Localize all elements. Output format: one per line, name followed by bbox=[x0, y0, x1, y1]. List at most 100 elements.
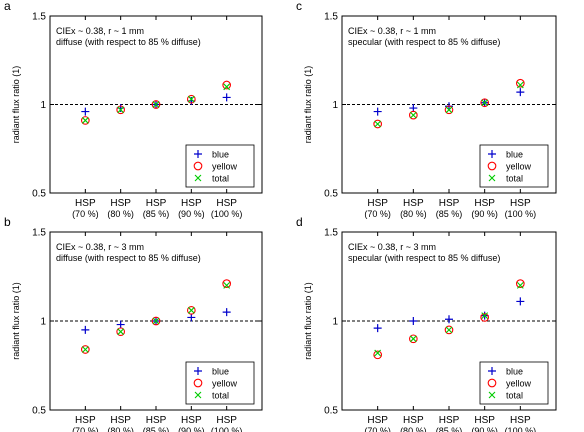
x-tick-label-sub: (90 %) bbox=[471, 209, 498, 219]
data-point-yellow bbox=[186, 94, 196, 104]
annotation-text: CIEx ~ 0.38, r ~ 3 mm bbox=[348, 242, 436, 252]
x-tick-label-sub: (100 %) bbox=[505, 426, 537, 432]
data-point-blue bbox=[373, 324, 382, 333]
annotation-text: CIEx ~ 0.38, r ~ 1 mm bbox=[348, 26, 436, 36]
y-axis-label: radiant flux ratio (1) bbox=[11, 66, 21, 144]
legend-label-yellow: yellow bbox=[506, 162, 532, 172]
x-tick-label: HSP bbox=[367, 415, 388, 426]
legend-label-blue: blue bbox=[212, 367, 229, 377]
legend-marker-total bbox=[488, 174, 496, 182]
data-point-total bbox=[445, 326, 453, 334]
y-tick-label: 1.5 bbox=[324, 12, 338, 23]
y-tick-label: 0.5 bbox=[324, 189, 338, 200]
data-point-yellow bbox=[515, 279, 525, 288]
data-point-blue bbox=[81, 107, 90, 116]
y-axis-label: radiant flux ratio (1) bbox=[11, 282, 21, 360]
data-point-blue bbox=[516, 297, 525, 306]
legend-label-yellow: yellow bbox=[212, 162, 238, 172]
x-tick-label: HSP bbox=[216, 415, 237, 426]
legend-marker-total bbox=[194, 391, 202, 399]
data-point-yellow bbox=[80, 116, 90, 125]
x-tick-label-sub: (90 %) bbox=[471, 426, 498, 432]
x-tick-label: HSP bbox=[367, 198, 388, 209]
x-tick-label-sub: (85 %) bbox=[436, 209, 463, 219]
data-point-blue bbox=[187, 96, 196, 105]
data-point-yellow bbox=[444, 105, 454, 115]
data-point-total bbox=[81, 117, 89, 124]
legend-marker-yellow bbox=[193, 161, 203, 171]
x-tick-label-sub: (85 %) bbox=[143, 209, 170, 219]
panel-letter: a bbox=[4, 0, 11, 13]
data-point-total bbox=[374, 349, 382, 357]
x-tick-label: HSP bbox=[75, 415, 96, 426]
data-point-blue bbox=[116, 104, 125, 113]
panel-letter: b bbox=[4, 215, 11, 229]
y-tick-label: 0.5 bbox=[324, 406, 338, 417]
x-tick-label: HSP bbox=[181, 198, 202, 209]
data-point-total bbox=[445, 106, 453, 114]
x-tick-label: HSP bbox=[146, 198, 167, 209]
x-tick-label-sub: (100 %) bbox=[211, 209, 243, 219]
x-tick-label-sub: (90 %) bbox=[178, 209, 205, 219]
data-point-total bbox=[223, 83, 231, 91]
y-tick-label: 0.5 bbox=[32, 406, 46, 417]
y-tick-label: 1 bbox=[332, 317, 338, 328]
y-tick-label: 1.5 bbox=[324, 228, 338, 239]
x-tick-label: HSP bbox=[403, 198, 424, 209]
legend-label-blue: blue bbox=[506, 367, 523, 377]
x-tick-label: HSP bbox=[474, 415, 495, 426]
x-tick-label-sub: (90 %) bbox=[178, 426, 205, 432]
data-point-blue bbox=[222, 308, 231, 317]
x-tick-label: HSP bbox=[216, 198, 237, 209]
annotation-text: specular (with respect to 85 % diffuse) bbox=[348, 253, 500, 263]
x-tick-label: HSP bbox=[146, 415, 167, 426]
x-tick-label-sub: (100 %) bbox=[505, 209, 537, 219]
y-tick-label: 1 bbox=[40, 317, 46, 328]
x-tick-label: HSP bbox=[474, 198, 495, 209]
data-point-total bbox=[409, 335, 417, 343]
x-tick-label: HSP bbox=[439, 415, 460, 426]
annotation-text: diffuse (with respect to 85 % diffuse) bbox=[56, 37, 201, 47]
legend-marker-total bbox=[488, 391, 496, 399]
data-point-yellow bbox=[151, 100, 161, 109]
data-point-yellow bbox=[151, 316, 161, 326]
x-tick-label: HSP bbox=[181, 415, 202, 426]
data-point-blue bbox=[81, 325, 90, 334]
data-point-yellow bbox=[480, 98, 490, 108]
legend-label-total: total bbox=[212, 391, 229, 401]
annotation-text: CIEx ~ 0.38, r ~ 3 mm bbox=[56, 242, 144, 252]
data-point-yellow bbox=[80, 345, 90, 354]
legend-marker-blue bbox=[194, 150, 202, 158]
data-point-blue bbox=[409, 317, 418, 325]
data-point-total bbox=[481, 312, 489, 320]
x-tick-label: HSP bbox=[75, 198, 96, 209]
data-point-yellow bbox=[186, 305, 196, 315]
data-point-total bbox=[374, 120, 382, 128]
data-point-total bbox=[152, 101, 160, 108]
data-point-total bbox=[187, 306, 195, 314]
data-point-total bbox=[409, 111, 417, 119]
x-tick-label-sub: (80 %) bbox=[400, 209, 427, 219]
data-point-total bbox=[223, 282, 231, 289]
y-tick-label: 0.5 bbox=[32, 189, 46, 200]
legend-label-blue: blue bbox=[506, 150, 523, 160]
x-tick-label-sub: (80 %) bbox=[400, 426, 427, 432]
y-axis-label: radiant flux ratio (1) bbox=[303, 66, 313, 144]
legend-marker-total bbox=[194, 174, 202, 182]
x-tick-label: HSP bbox=[439, 198, 460, 209]
data-point-total bbox=[187, 95, 195, 103]
legend-box bbox=[479, 144, 549, 188]
data-point-total bbox=[481, 99, 489, 107]
data-point-yellow bbox=[408, 334, 418, 344]
data-point-blue bbox=[516, 88, 525, 97]
legend-marker-yellow bbox=[487, 378, 497, 388]
data-point-yellow bbox=[480, 313, 490, 322]
legend-label-yellow: yellow bbox=[506, 379, 532, 389]
legend-marker-yellow bbox=[487, 161, 497, 171]
data-point-total bbox=[516, 81, 524, 89]
data-point-yellow bbox=[222, 279, 232, 288]
x-tick-label-sub: (80 %) bbox=[107, 209, 134, 219]
